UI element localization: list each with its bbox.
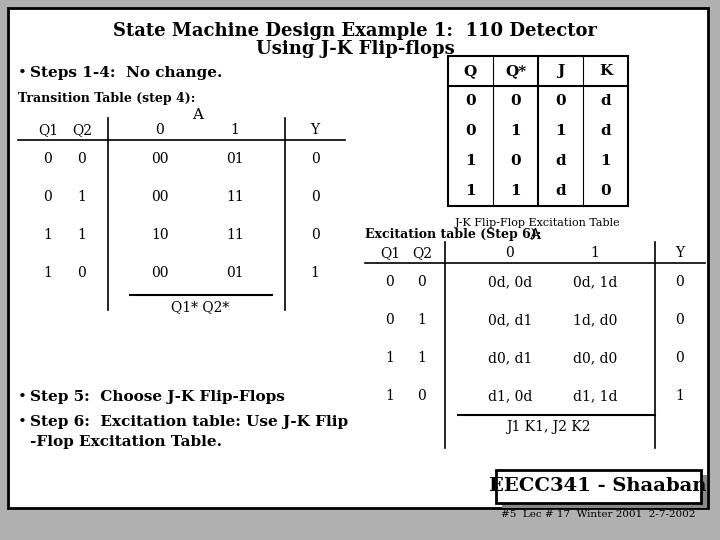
Text: 1: 1	[465, 154, 476, 168]
Text: 0: 0	[505, 246, 514, 260]
Text: 00: 00	[151, 190, 168, 204]
Text: State Machine Design Example 1:  110 Detector: State Machine Design Example 1: 110 Dete…	[113, 22, 597, 40]
Text: Step 6:  Excitation table: Use J-K Flip: Step 6: Excitation table: Use J-K Flip	[30, 415, 348, 429]
Text: 0: 0	[418, 389, 426, 403]
Text: 0: 0	[386, 313, 395, 327]
Text: K: K	[599, 64, 612, 78]
Text: 0: 0	[465, 94, 476, 108]
Text: 01: 01	[226, 152, 244, 166]
Text: Using J-K Flip-flops: Using J-K Flip-flops	[256, 40, 454, 58]
Text: 1: 1	[555, 124, 566, 138]
Text: Excitation table (Step 6):: Excitation table (Step 6):	[365, 228, 541, 241]
Text: 1d, d0: 1d, d0	[573, 313, 617, 327]
Text: 00: 00	[151, 152, 168, 166]
Text: 0: 0	[555, 94, 566, 108]
Text: 0: 0	[310, 190, 320, 204]
Text: Q2: Q2	[72, 123, 92, 137]
Text: #5  Lec # 17  Winter 2001  2-7-2002: #5 Lec # 17 Winter 2001 2-7-2002	[500, 510, 696, 519]
Text: 0: 0	[510, 94, 521, 108]
Text: •: •	[18, 66, 27, 80]
Text: Q1: Q1	[38, 123, 58, 137]
Text: 0: 0	[465, 124, 476, 138]
Text: 0d, 1d: 0d, 1d	[573, 275, 617, 289]
Text: EECC341 - Shaaban: EECC341 - Shaaban	[490, 477, 707, 495]
Text: 11: 11	[226, 190, 244, 204]
Text: d: d	[600, 124, 611, 138]
Text: 1: 1	[78, 228, 86, 242]
Text: 0: 0	[510, 154, 521, 168]
Text: 0: 0	[675, 275, 685, 289]
Text: 1: 1	[44, 228, 53, 242]
Text: Steps 1-4:  No change.: Steps 1-4: No change.	[30, 66, 222, 80]
Text: 00: 00	[151, 266, 168, 280]
Text: Q1: Q1	[380, 246, 400, 260]
Text: 0: 0	[418, 275, 426, 289]
Text: Step 5:  Choose J-K Flip-Flops: Step 5: Choose J-K Flip-Flops	[30, 390, 285, 404]
Text: 0: 0	[675, 351, 685, 365]
Text: •: •	[18, 415, 27, 429]
Text: 1: 1	[590, 246, 600, 260]
Text: 1: 1	[510, 124, 521, 138]
Text: Q1* Q2*: Q1* Q2*	[171, 300, 229, 314]
Text: 1: 1	[418, 351, 426, 365]
Text: 0: 0	[675, 313, 685, 327]
Text: J1 K1, J2 K2: J1 K1, J2 K2	[505, 420, 590, 434]
Bar	[502, 475, 707, 508]
Text: 1: 1	[418, 313, 426, 327]
Text: 10: 10	[151, 228, 168, 242]
Text: 0d, d1: 0d, d1	[488, 313, 532, 327]
Text: 1: 1	[230, 123, 240, 137]
Bar	[496, 470, 701, 503]
Text: Y: Y	[310, 123, 320, 137]
Text: d1, 0d: d1, 0d	[488, 389, 532, 403]
Text: 11: 11	[226, 228, 244, 242]
Text: J-K Flip-Flop Excitation Table: J-K Flip-Flop Excitation Table	[455, 218, 621, 228]
Text: d0, d1: d0, d1	[488, 351, 532, 365]
Text: Q: Q	[464, 64, 477, 78]
Text: 0: 0	[78, 266, 86, 280]
Text: 1: 1	[465, 184, 476, 198]
Text: 0: 0	[310, 228, 320, 242]
Text: 0: 0	[44, 152, 53, 166]
Text: d: d	[555, 184, 566, 198]
Text: 1: 1	[78, 190, 86, 204]
Text: 1: 1	[386, 351, 395, 365]
Text: 0: 0	[44, 190, 53, 204]
Text: 01: 01	[226, 266, 244, 280]
Text: d: d	[555, 154, 566, 168]
Text: 0d, 0d: 0d, 0d	[488, 275, 532, 289]
Text: Q2: Q2	[412, 246, 432, 260]
Text: 0: 0	[600, 184, 611, 198]
Text: 1: 1	[675, 389, 685, 403]
Text: 1: 1	[510, 184, 521, 198]
Text: 0: 0	[310, 152, 320, 166]
Text: •: •	[18, 390, 27, 404]
Text: A: A	[529, 228, 541, 242]
Text: Transition Table (step 4):: Transition Table (step 4):	[18, 92, 195, 105]
Text: 0: 0	[386, 275, 395, 289]
Text: 1: 1	[386, 389, 395, 403]
Text: d1, 1d: d1, 1d	[572, 389, 617, 403]
Text: 1: 1	[600, 154, 611, 168]
Text: 0: 0	[78, 152, 86, 166]
Bar	[448, 56, 628, 206]
Text: d0, d0: d0, d0	[573, 351, 617, 365]
Text: d: d	[600, 94, 611, 108]
Text: J: J	[557, 64, 564, 78]
Text: 1: 1	[310, 266, 320, 280]
Text: A: A	[192, 108, 204, 122]
Text: 1: 1	[44, 266, 53, 280]
Text: Y: Y	[675, 246, 685, 260]
Text: -Flop Excitation Table.: -Flop Excitation Table.	[30, 435, 222, 449]
Text: Q*: Q*	[505, 64, 526, 78]
Text: 0: 0	[156, 123, 164, 137]
